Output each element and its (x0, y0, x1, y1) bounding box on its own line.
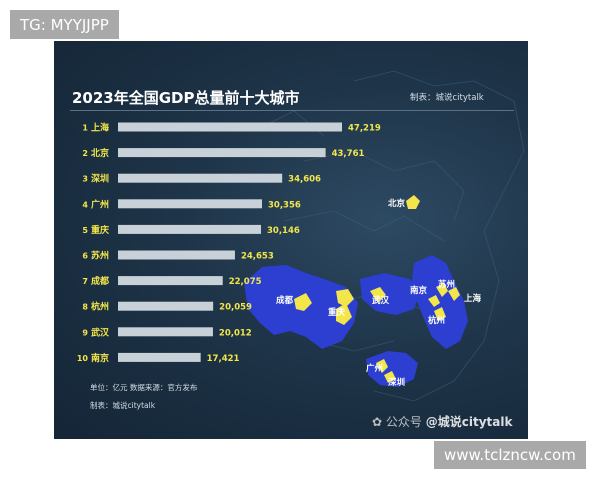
bar-rank-label: 1 (82, 124, 88, 133)
bar-rank-label: 10 (77, 354, 89, 363)
bar-category-label: 南京 (91, 352, 109, 364)
map-city-label: 杭州 (428, 315, 445, 326)
watermark-top: TG: MYYJJPP (10, 10, 119, 39)
bar-rank-label: 8 (82, 303, 88, 312)
bar-rank-label: 5 (82, 226, 88, 235)
bar-value-label: 30,146 (267, 226, 300, 236)
bar (118, 224, 262, 234)
map-city-label: 成都 (276, 295, 294, 306)
bar-category-label: 杭州 (91, 301, 109, 313)
bar-value-label: 43,761 (332, 149, 365, 159)
map-city-label: 南京 (410, 285, 428, 296)
map-city-label: 苏州 (438, 279, 455, 290)
map-city-label: 重庆 (328, 307, 346, 318)
map-city-label: 北京 (388, 198, 406, 209)
china-map (244, 70, 525, 402)
bar-category-label: 成都 (91, 275, 109, 287)
wechat-icon: ✿ (372, 415, 383, 429)
bar (118, 173, 283, 183)
chart-credit-bottom: 制表：城说citytalk (90, 401, 156, 410)
bar (118, 276, 223, 286)
unit-note: 单位：亿元 数据来源：官方发布 (90, 383, 198, 392)
bar-rank-label: 4 (82, 200, 88, 209)
chart-panel: 2023年全国GDP总量前十大城市 制表：城说citytalk 1 上海 47,21… (54, 41, 528, 439)
social-handle: @城说citytalk (425, 415, 513, 429)
bar-value-label: 24,653 (241, 252, 274, 262)
bar-category-label: 上海 (91, 122, 109, 134)
bar (118, 352, 201, 362)
bar-category-label: 苏州 (91, 250, 109, 262)
bar-category-label: 重庆 (91, 224, 109, 236)
bar-rank-label: 7 (82, 277, 88, 286)
bar-category-label: 武汉 (91, 326, 110, 338)
map-city-spots (294, 195, 460, 383)
bar-value-label: 17,421 (207, 354, 240, 364)
bar (118, 122, 342, 132)
bar-category-label: 北京 (91, 147, 109, 159)
bar-rank-label: 9 (82, 328, 88, 337)
bar-rank-label: 6 (82, 252, 88, 261)
chart-title: 2023年全国GDP总量前十大城市 (72, 89, 300, 107)
bar-rank-label: 2 (82, 149, 88, 158)
bar-category-label: 广州 (91, 198, 109, 210)
bar-rank-label: 3 (82, 175, 88, 184)
bar (118, 199, 263, 209)
bar-value-label: 20,012 (219, 328, 252, 338)
map-city-label: 广州 (366, 363, 383, 374)
bar (118, 301, 214, 311)
title-divider (70, 110, 514, 111)
map-city-label: 深圳 (388, 377, 405, 388)
bar (118, 148, 326, 158)
social-prefix: 公众号 (385, 415, 422, 429)
map-city-label: 上海 (464, 293, 482, 304)
social-attribution: ✿ 公众号 @城说citytalk (372, 413, 512, 430)
bar (118, 250, 235, 260)
bar-value-label: 30,356 (268, 200, 301, 210)
map-city-label: 武汉 (372, 295, 390, 306)
bar (118, 327, 213, 337)
bar-value-label: 20,059 (219, 303, 252, 313)
bar-value-label: 47,219 (348, 124, 381, 134)
bar-category-label: 深圳 (91, 173, 109, 185)
watermark-bottom: www.tclzncw.com (434, 441, 586, 469)
bar-value-label: 22,075 (229, 277, 262, 287)
bar-value-label: 34,606 (288, 175, 321, 185)
chart-credit-top: 制表：城说citytalk (410, 93, 484, 103)
